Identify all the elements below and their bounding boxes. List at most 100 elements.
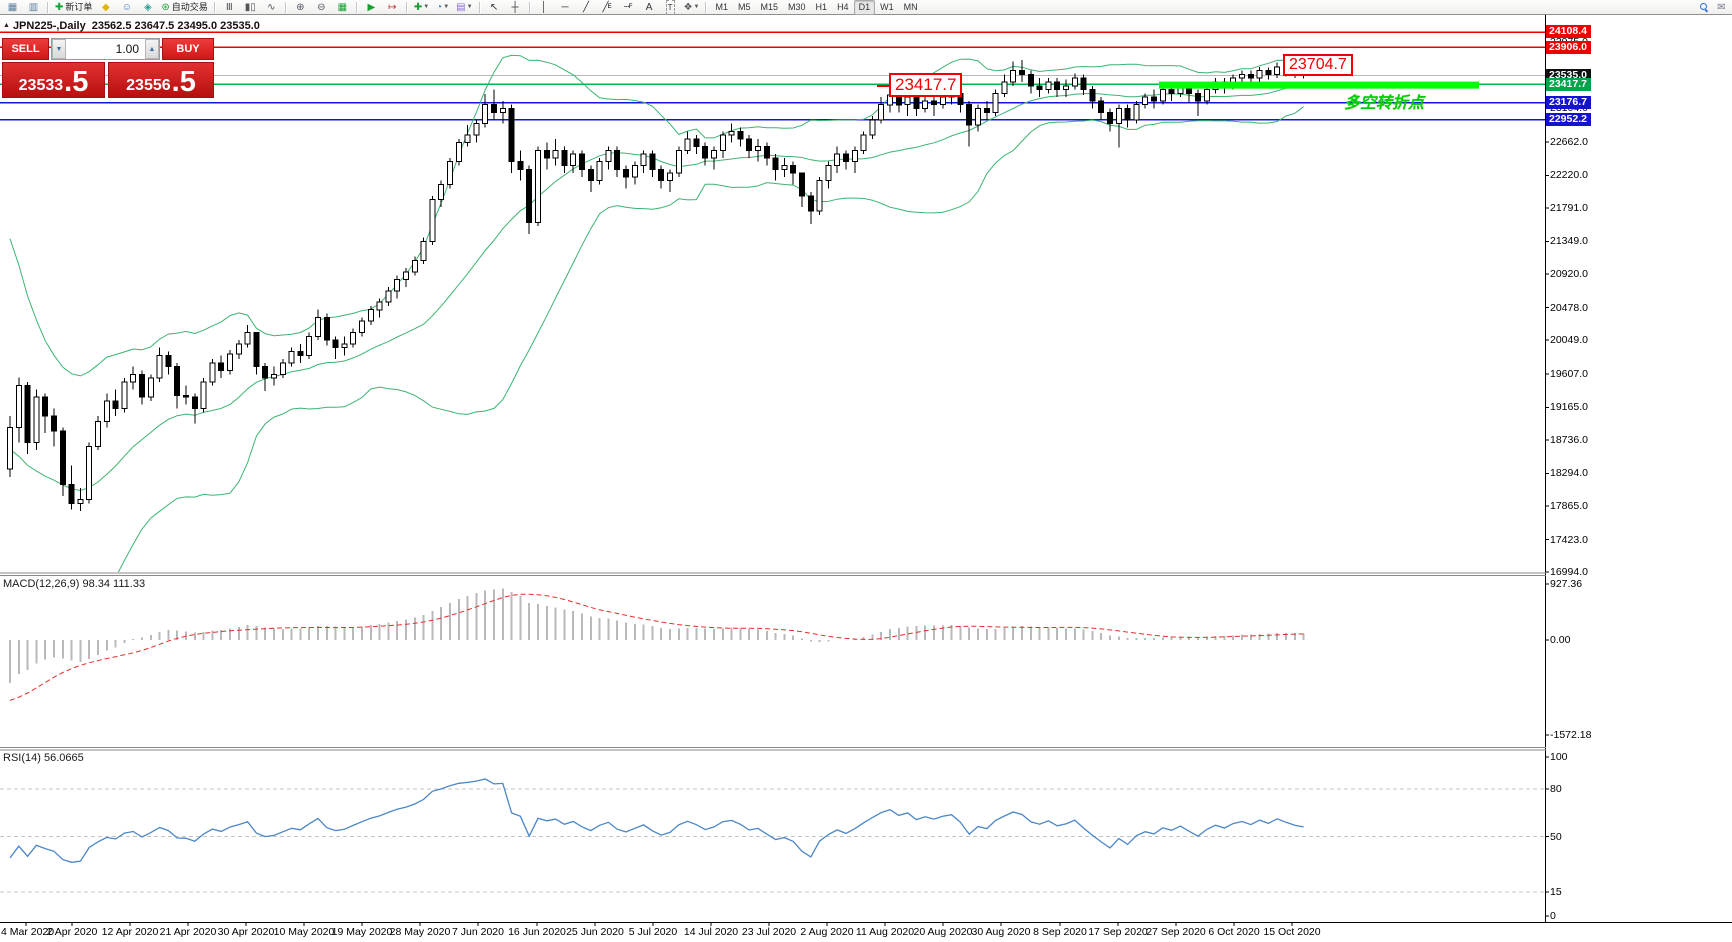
styles-icon[interactable]: ◆ [102, 1, 110, 13]
price-annotation-23417[interactable]: 23417.7 [876, 73, 963, 97]
candle-body [323, 316, 330, 341]
candle-body [667, 172, 673, 182]
candle-body [1027, 73, 1034, 87]
collapse-panel-icon[interactable]: ▲ [3, 22, 10, 29]
rsi-pane-label: RSI(14) 56.0665 [3, 752, 84, 764]
candle-body [843, 153, 849, 163]
volume-decrease-button[interactable]: ▼ [52, 39, 66, 59]
candle-body [675, 149, 682, 174]
candle-body [1019, 70, 1025, 75]
tile-windows-icon[interactable]: ▦ [337, 1, 348, 13]
candle-body [191, 396, 198, 410]
candle-chart-icon[interactable]: ▮▯ [244, 1, 256, 13]
bar-chart-icon[interactable]: Ⅲ [225, 1, 233, 13]
candle-body [992, 92, 999, 113]
text-icon[interactable]: A [645, 1, 653, 13]
timeframe-button-m15[interactable]: M15 [760, 1, 779, 12]
candle-body [341, 343, 348, 349]
candle-body [640, 153, 647, 167]
zoom-out-icon[interactable]: ⊖ [317, 1, 326, 13]
sell-button[interactable]: SELL [2, 38, 49, 60]
crosshair-icon[interactable]: ┼ [511, 1, 519, 13]
arrows-icon[interactable]: ❖ ▼ [683, 1, 700, 13]
toolbar-separator [705, 1, 708, 13]
candle-body [728, 130, 735, 136]
indicators-icon[interactable]: ✚ ▼ [413, 1, 430, 13]
candle-body [755, 146, 761, 151]
price-annotation-23704[interactable]: 23704.7 [1283, 54, 1353, 76]
cursor-icon[interactable]: ↖ [489, 1, 499, 13]
candle-body [825, 165, 832, 182]
candle-body [1168, 89, 1175, 94]
candle-body [931, 100, 937, 106]
candle-body [112, 400, 119, 409]
candle-body [799, 172, 805, 197]
ohlc-values: 23562.5 23647.5 23495.0 23535.0 [91, 20, 260, 32]
volume-input[interactable] [66, 39, 145, 59]
timeframe-button-mn[interactable]: MN [903, 1, 918, 12]
candle-body [1063, 85, 1069, 91]
candle-body [1098, 100, 1105, 113]
signals-icon[interactable]: ◈ [144, 1, 152, 13]
candle-body [359, 320, 365, 334]
timeframe-button-m1[interactable]: M1 [715, 1, 728, 12]
vertical-line-icon[interactable]: │ [540, 1, 548, 13]
candle-body [130, 373, 137, 383]
timeframe-button-h1[interactable]: H1 [815, 1, 828, 12]
timeframe-button-m5[interactable]: M5 [738, 1, 751, 12]
candle-body [403, 271, 409, 280]
horizontal-line-icon[interactable]: ─ [561, 1, 569, 13]
candle-body [1195, 92, 1201, 102]
bull-bear-turning-point-note[interactable]: 多空转折点 [1344, 95, 1425, 112]
fibonacci-icon[interactable]: ┄ F [623, 1, 633, 13]
timeframe-button-d1[interactable]: D1 [853, 0, 876, 15]
candle-body [1274, 66, 1281, 75]
candle-body [1054, 81, 1061, 91]
candle-body [24, 385, 31, 444]
candle-body [438, 184, 445, 201]
equidistant-channel-icon[interactable]: ╱ E [602, 1, 612, 13]
chat-icon[interactable]: ✉ [1717, 1, 1726, 13]
line-chart-icon[interactable]: ∿ [267, 1, 276, 13]
timeframe-button-m30[interactable]: M30 [788, 1, 806, 12]
candle-body [1247, 73, 1254, 79]
text-label-icon[interactable]: T [660, 0, 681, 15]
candle-body [279, 362, 286, 375]
candle-body [623, 168, 629, 178]
candle-body [1239, 73, 1245, 79]
candle-body [966, 104, 973, 126]
periods-icon[interactable]: ◔ ▼ [436, 1, 450, 13]
new-chart-icon[interactable]: ▦ [7, 1, 18, 13]
candle-body [411, 259, 418, 273]
candle-body [526, 168, 533, 224]
candle-body [385, 290, 392, 303]
timeframe-button-h4[interactable]: H4 [837, 1, 849, 12]
community-icon[interactable]: ☺ [121, 1, 133, 13]
candle-body [1036, 85, 1043, 91]
buy-button[interactable]: BUY [162, 38, 214, 60]
autotrading-button[interactable]: ⊛ 自动交易 [161, 1, 208, 13]
volume-increase-button[interactable]: ▲ [145, 39, 159, 59]
chart-shift-icon[interactable]: ↦ [388, 1, 397, 13]
candle-body [684, 138, 691, 151]
candle-body [1256, 70, 1263, 79]
zoom-in-icon[interactable]: ⊕ [296, 1, 305, 13]
candle-body [447, 161, 453, 185]
new-order-button[interactable]: ✚ 新订单 [55, 1, 93, 13]
bid-price-display: 23533.5 [2, 62, 105, 98]
macd-signal-line [9, 593, 1304, 701]
candle-body [59, 430, 66, 485]
templates-icon[interactable]: ▤ ▼ [456, 1, 473, 13]
candle-body [816, 180, 823, 212]
timeframe-button-w1[interactable]: W1 [880, 1, 894, 12]
candle-body [1142, 96, 1149, 106]
trendline-icon[interactable]: ╱ [583, 1, 590, 13]
search-icon[interactable] [1700, 3, 1708, 11]
profile-preview-icon[interactable]: ▥ [28, 1, 39, 13]
candle-body [95, 420, 101, 447]
candle-body [1115, 108, 1122, 125]
candle-body [455, 142, 462, 163]
candle-body [596, 161, 603, 182]
auto-scroll-icon[interactable]: ▶ [367, 1, 376, 13]
